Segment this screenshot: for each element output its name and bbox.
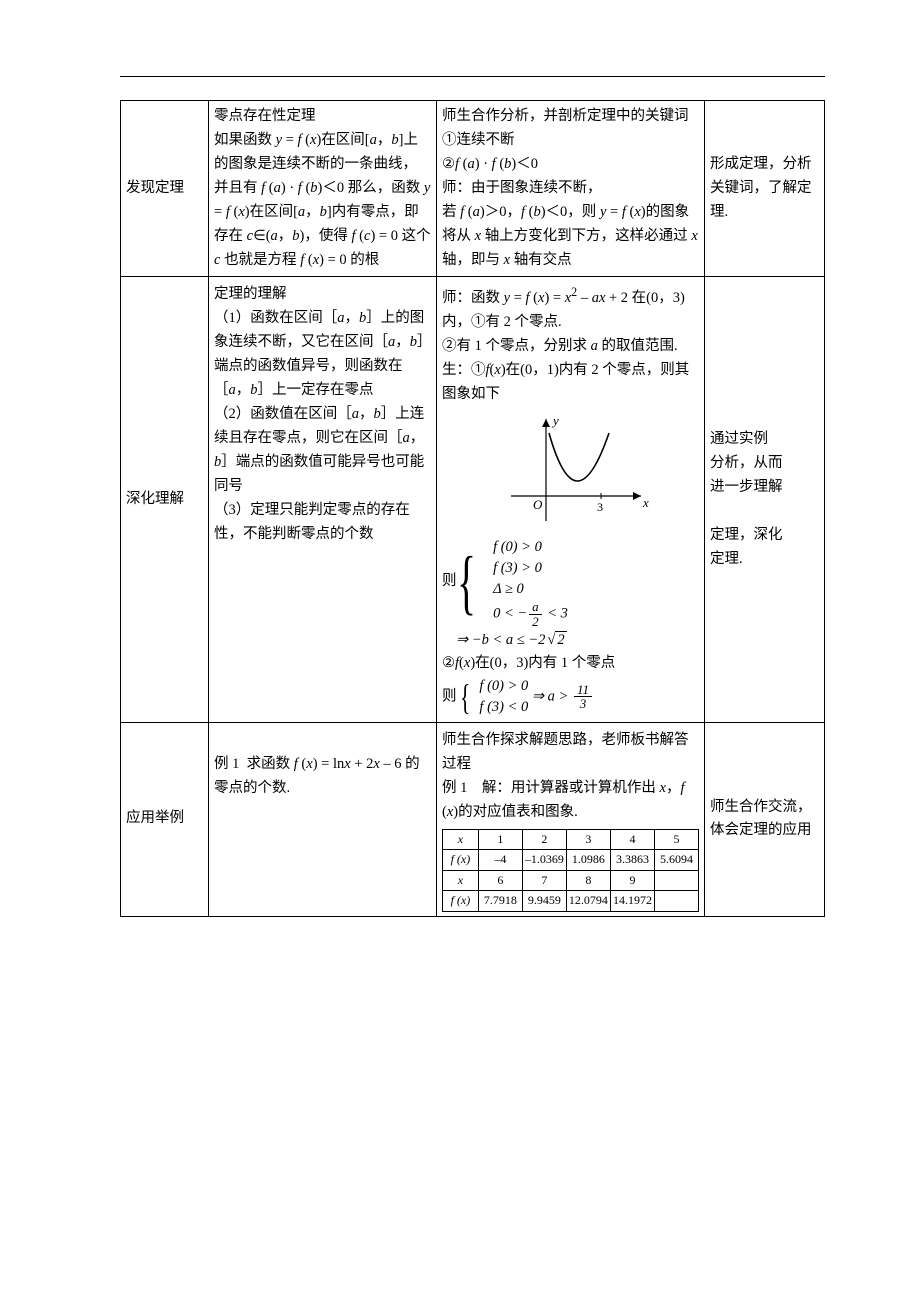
content-title: 零点存在性定理 bbox=[214, 108, 316, 124]
cell: 1.0986 bbox=[566, 850, 610, 871]
text: 师：由于图象连续不断， bbox=[442, 180, 602, 196]
table-row: 深化理解 定理的理解 （1）函数在区间［a，b］上的图象连续不断，又它在区间［a… bbox=[121, 277, 825, 722]
cell: 12.0794 bbox=[566, 891, 610, 912]
cell: 5 bbox=[654, 829, 698, 850]
svg-text:y: y bbox=[551, 413, 559, 428]
cell: 14.1972 bbox=[610, 891, 654, 912]
intent-cell: 师生合作交流，体会定理的应用 bbox=[705, 722, 825, 916]
interact-cell: 师：函数 y = f (x) = x2 – ax + 2 在(0，3)内，①有 … bbox=[437, 277, 705, 722]
table-row: 应用举例 例 1 求函数 f (x) = lnx + 2x – 6 的零点的个数… bbox=[121, 722, 825, 916]
frac-den: 3 bbox=[577, 697, 590, 711]
table-row: 发现定理 零点存在性定理 如果函数 y = f (x)在区间[a，b]上的图象是… bbox=[121, 101, 825, 277]
top-rule bbox=[120, 76, 825, 77]
cell: 1 bbox=[478, 829, 522, 850]
content-cell: 定理的理解 （1）函数在区间［a，b］上的图象连续不断，又它在区间［a，b］端点… bbox=[209, 277, 437, 722]
lesson-table: 发现定理 零点存在性定理 如果函数 y = f (x)在区间[a，b]上的图象是… bbox=[120, 100, 825, 917]
cell: 2 bbox=[522, 829, 566, 850]
cell: 3 bbox=[566, 829, 610, 850]
equation-system: { f (0) > 0 f (3) > 0 Δ ≥ 0 0 < −a2 < 3 bbox=[457, 537, 568, 628]
cell: 7 bbox=[522, 870, 566, 891]
stage-cell: 发现定理 bbox=[121, 101, 209, 277]
cell: 9 bbox=[610, 870, 654, 891]
frac-num: 11 bbox=[574, 683, 592, 698]
cell bbox=[654, 870, 698, 891]
document-page: 发现定理 零点存在性定理 如果函数 y = f (x)在区间[a，b]上的图象是… bbox=[0, 0, 920, 1302]
stage-cell: 深化理解 bbox=[121, 277, 209, 722]
svg-text:x: x bbox=[642, 495, 649, 510]
text: ①连续不断 bbox=[442, 132, 515, 148]
cell: 5.6094 bbox=[654, 850, 698, 871]
cell: 3.3863 bbox=[610, 850, 654, 871]
cell: 8 bbox=[566, 870, 610, 891]
cell: 4 bbox=[610, 829, 654, 850]
intent-cell: 通过实例分析，从而进一步理解定理，深化定理. bbox=[705, 277, 825, 722]
parabola-chart: x y O 3 bbox=[491, 411, 651, 531]
intent-cell: 形成定理，分析关键词，了解定理. bbox=[705, 101, 825, 277]
stage-cell: 应用举例 bbox=[121, 722, 209, 916]
cell: –4 bbox=[478, 850, 522, 871]
cell bbox=[654, 891, 698, 912]
equation-system-small: { f (0) > 0 f (3) < 0 bbox=[460, 676, 528, 718]
cell: –1.0369 bbox=[522, 850, 566, 871]
content-cell: 例 1 求函数 f (x) = lnx + 2x – 6 的零点的个数. bbox=[209, 722, 437, 916]
interact-cell: 师生合作探求解题思路，老师板书解答过程 例 1 解：用计算器或计算机作出 x，f… bbox=[437, 722, 705, 916]
text: 师生合作分析，并剖析定理中的关键词 bbox=[442, 108, 689, 124]
text: 师生合作探求解题思路，老师板书解答过程 bbox=[442, 732, 689, 772]
cell: 9.9459 bbox=[522, 891, 566, 912]
text: 则 bbox=[442, 688, 457, 704]
svg-text:3: 3 bbox=[597, 500, 603, 514]
content-cell: 零点存在性定理 如果函数 y = f (x)在区间[a，b]上的图象是连续不断的… bbox=[209, 101, 437, 277]
cell: 6 bbox=[478, 870, 522, 891]
text: 则 bbox=[442, 570, 457, 594]
cell: 7.7918 bbox=[478, 891, 522, 912]
content-title: 定理的理解 bbox=[214, 286, 287, 302]
interact-cell: 师生合作分析，并剖析定理中的关键词 ①连续不断 ②f (a) · f (b)＜0… bbox=[437, 101, 705, 277]
data-table: x 1 2 3 4 5 f (x) –4 –1.0369 1.0986 3.38… bbox=[442, 829, 699, 912]
svg-text:O: O bbox=[533, 497, 543, 512]
